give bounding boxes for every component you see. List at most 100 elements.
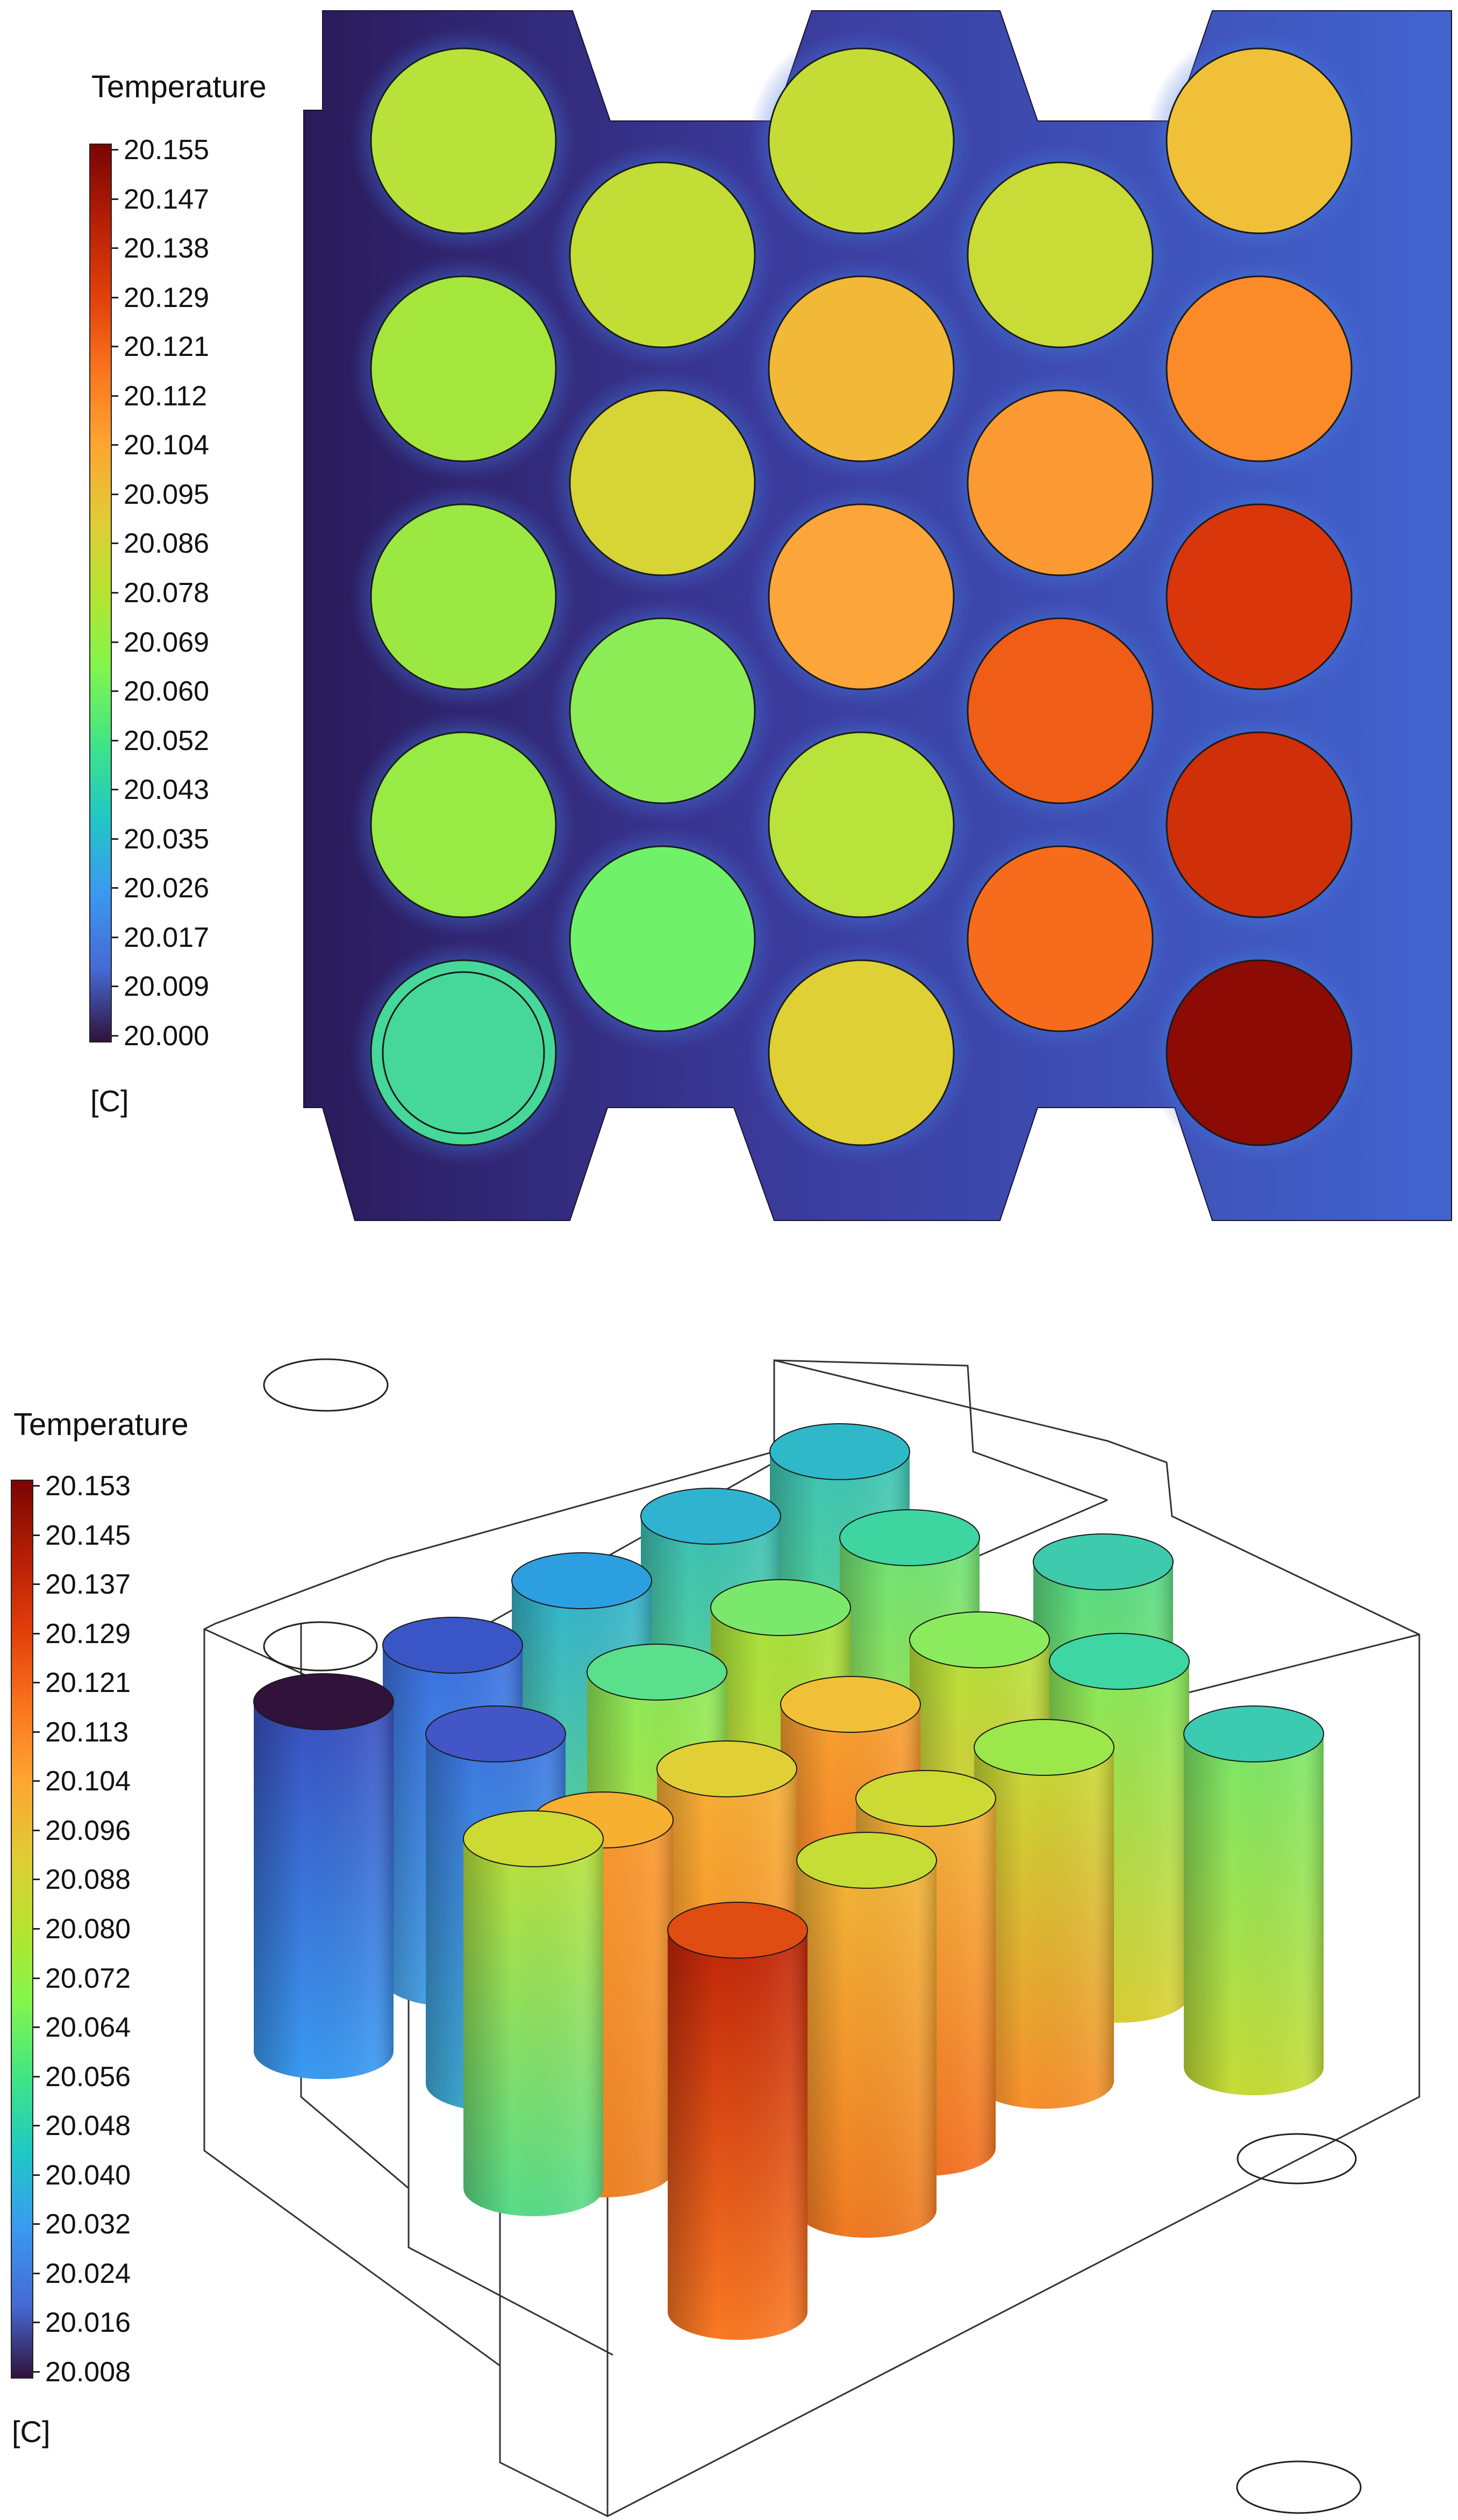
top-cell <box>569 161 756 348</box>
iso-tick-mark <box>32 2322 40 2324</box>
top-tick-label: 20.060 <box>124 676 210 708</box>
iso-cylinder-top <box>640 1488 781 1545</box>
iso-cylinder <box>667 1902 808 2340</box>
iso-cylinder <box>796 1832 937 2238</box>
top-cell <box>370 959 557 1146</box>
iso-cylinders <box>253 1423 1324 2340</box>
top-tick-label: 20.069 <box>124 626 210 658</box>
iso-tick-label: 20.080 <box>45 1914 131 1945</box>
top-cell <box>1166 731 1353 918</box>
top-cell <box>569 389 756 576</box>
top-cell <box>1166 959 1353 1146</box>
top-tick-mark <box>111 395 118 397</box>
top-legend-colorbar <box>89 144 112 1043</box>
top-tick-mark <box>111 936 118 938</box>
iso-cylinder-top <box>974 1719 1114 1776</box>
top-cell <box>1166 47 1353 234</box>
iso-cylinder <box>253 1673 394 2079</box>
top-cell <box>569 617 756 804</box>
iso-tick-mark <box>32 1682 40 1684</box>
top-tick-label: 20.155 <box>124 134 210 166</box>
top-tick-mark <box>111 789 118 791</box>
iso-tick-mark <box>32 1977 40 1979</box>
top-tick-mark <box>111 296 118 298</box>
top-tick-label: 20.078 <box>124 577 210 609</box>
top-cell <box>1166 503 1353 690</box>
iso-tick-mark <box>32 1879 40 1881</box>
iso-cylinder <box>463 1810 604 2216</box>
iso-tick-mark <box>32 2223 40 2225</box>
iso-tick-label: 20.113 <box>45 1716 129 1748</box>
iso-tick-label: 20.008 <box>45 2357 131 2388</box>
iso-tick-mark <box>32 2026 40 2029</box>
top-cell <box>370 503 557 690</box>
iso-cylinder-top <box>780 1676 921 1733</box>
top-legend-title: Temperature <box>91 69 267 104</box>
top-tick-mark <box>111 592 118 594</box>
iso-cylinder-top <box>710 1579 851 1636</box>
iso-tick-mark <box>32 2174 40 2176</box>
iso-cylinder-shading <box>254 1702 394 2079</box>
top-cell <box>1166 275 1353 462</box>
iso-tick-label: 20.104 <box>45 1766 131 1797</box>
top-cell <box>967 617 1154 804</box>
top-tick-label: 20.000 <box>124 1020 210 1052</box>
iso-tick-label: 20.040 <box>45 2159 131 2191</box>
top-tick-label: 20.026 <box>124 873 210 904</box>
top-tick-label: 20.104 <box>124 430 210 461</box>
iso-cylinder-top <box>511 1552 652 1609</box>
top-tick-mark <box>111 198 118 200</box>
top-cell <box>768 959 955 1146</box>
iso-tick-label: 20.145 <box>45 1519 131 1551</box>
top-tick-mark <box>111 444 118 446</box>
top-tick-mark <box>111 346 118 348</box>
top-cell <box>370 731 557 918</box>
top-tick-label: 20.035 <box>124 823 210 855</box>
top-cell <box>967 161 1154 348</box>
top-tick-mark <box>111 493 118 495</box>
top-tick-mark <box>111 986 118 988</box>
iso-tick-label: 20.048 <box>45 2110 131 2142</box>
iso-tick-label: 20.016 <box>45 2307 131 2339</box>
iso-tick-label: 20.096 <box>45 1815 131 1846</box>
iso-cylinder-top <box>1049 1633 1190 1690</box>
iso-tick-label: 20.088 <box>45 1864 131 1896</box>
iso-cylinder-top <box>667 1902 808 1959</box>
top-tick-label: 20.086 <box>124 528 210 560</box>
top-tick-mark <box>111 1035 118 1037</box>
iso-tick-label: 20.056 <box>45 2061 131 2093</box>
top-tick-mark <box>111 690 118 693</box>
top-cell <box>768 47 955 234</box>
iso-cylinder-shading <box>463 1839 603 2216</box>
top-tick-mark <box>111 838 118 840</box>
iso-cylinder-top <box>1183 1705 1324 1762</box>
top-tick-label: 20.009 <box>124 971 210 1003</box>
iso-tick-mark <box>32 2075 40 2078</box>
iso-tick-label: 20.072 <box>45 1962 131 1994</box>
iso-ref-rings <box>263 1358 1362 2514</box>
top-cell <box>768 503 955 690</box>
iso-tick-mark <box>32 1731 40 1733</box>
top-tick-label: 20.017 <box>124 922 210 953</box>
iso-tick-mark <box>32 1829 40 1831</box>
top-tick-label: 20.129 <box>124 282 210 313</box>
top-tick-label: 20.043 <box>124 774 210 806</box>
iso-cylinder-top <box>839 1509 980 1566</box>
top-tick-label: 20.052 <box>124 725 210 756</box>
iso-cylinder-top <box>769 1423 910 1480</box>
iso-cylinder <box>1183 1705 1324 2095</box>
top-cell <box>370 275 557 462</box>
iso-cylinder-top <box>796 1832 937 1889</box>
iso-cylinder-shading <box>974 1747 1114 2109</box>
top-tick-label: 20.095 <box>124 479 210 510</box>
top-tick-label: 20.138 <box>124 233 210 265</box>
top-legend-unit: [C] <box>90 1084 129 1118</box>
top-cell <box>768 275 955 462</box>
iso-tick-mark <box>32 1534 40 1536</box>
iso-cylinder-top <box>382 1617 523 1674</box>
top-tick-mark <box>111 641 118 643</box>
iso-tick-label: 20.032 <box>45 2209 131 2240</box>
iso-tick-mark <box>32 2125 40 2127</box>
iso-tick-mark <box>32 2272 40 2274</box>
